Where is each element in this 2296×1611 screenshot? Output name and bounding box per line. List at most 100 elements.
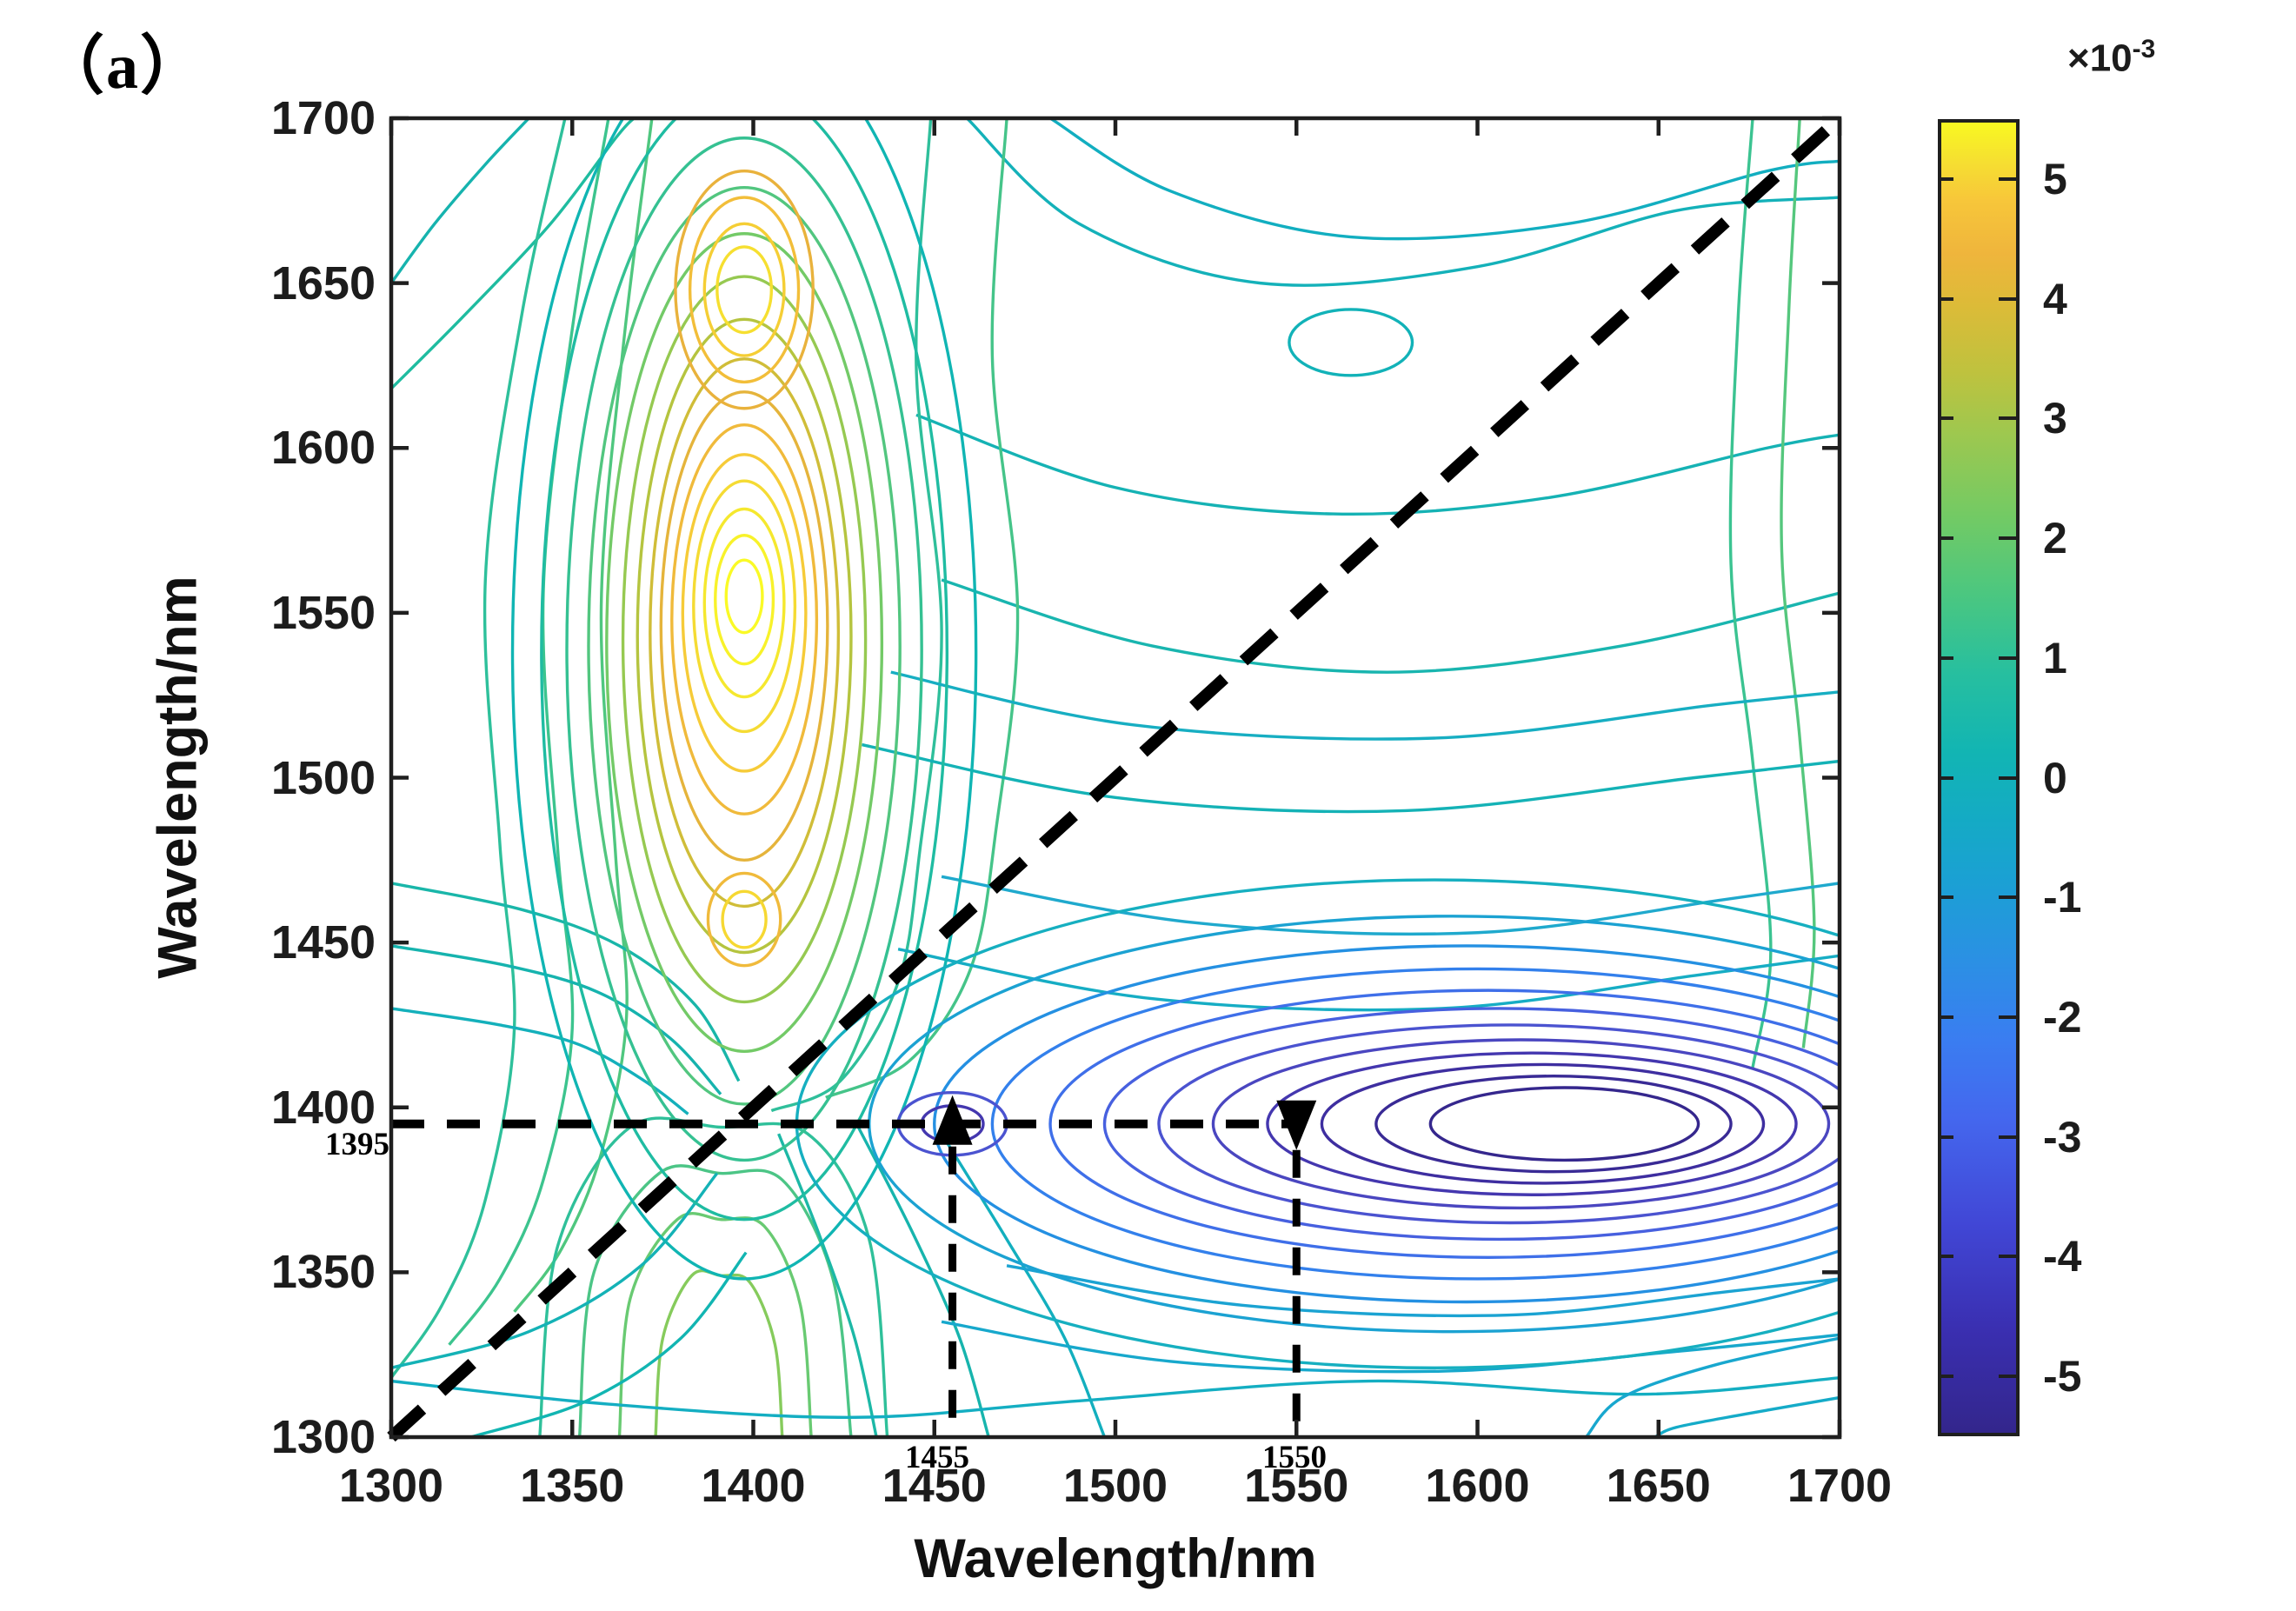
contour-flow-line (393, 1172, 719, 1369)
colorbar-tick-left (1938, 776, 1953, 780)
colorbar-tick (1999, 1375, 2020, 1379)
x-tick-label: 1650 (1606, 1460, 1711, 1512)
x-tick-label: 1450 (882, 1460, 987, 1512)
contour-flow-line (1728, 120, 1773, 1068)
positive-contour-ring (688, 196, 801, 384)
contour-flow-line (856, 1126, 990, 1435)
contour-flow-line (897, 948, 1838, 1012)
annotation-arrow-down-label: 1550 (1262, 1440, 1327, 1475)
colorbar-tick (1999, 895, 2020, 900)
colorbar-tick-left (1938, 1015, 1953, 1019)
positive-contour-ring (714, 534, 775, 666)
positive-contour-ring (1288, 308, 1414, 377)
positive-contour-ring (587, 185, 902, 1106)
colorbar-tick (1999, 776, 2020, 780)
contour-flow-line (617, 1211, 813, 1435)
y-tick-label: 1400 (270, 1081, 376, 1134)
positive-contour-ring (540, 120, 948, 1222)
positive-contour-ring (636, 317, 853, 955)
negative-contour-ring (1320, 1062, 1766, 1185)
positive-contour-ring (724, 558, 764, 635)
colorbar-tick-left (1938, 416, 1953, 421)
arrow-down-icon (1276, 1100, 1317, 1150)
contour-flow-line (393, 882, 741, 1082)
contour-flow-line (941, 875, 1838, 936)
positive-contour-ring (702, 222, 786, 357)
arrow-up-icon (932, 1095, 973, 1145)
colorbar-scale-label: ×10-3 (2067, 35, 2156, 80)
positive-contour-ring (565, 136, 923, 1162)
colorbar-tick-label: 2 (2043, 514, 2067, 563)
negative-contour-ring (1266, 1051, 1798, 1196)
y-tick-label: 1550 (270, 586, 376, 639)
x-tick-label: 1350 (520, 1460, 625, 1512)
colorbar-tick (1999, 416, 2020, 421)
positive-contour-ring (605, 232, 884, 1053)
contour-flow-line (393, 120, 567, 1378)
x-axis-title: Wavelength/nm (914, 1528, 1317, 1589)
negative-contour-ring (1428, 1086, 1700, 1162)
colorbar-tick (1999, 296, 2020, 301)
positive-contour-ring (674, 169, 815, 410)
contour-flow-line (471, 1251, 748, 1435)
contour-flow-line (513, 120, 654, 1313)
colorbar-tick-left (1938, 656, 1953, 660)
colorbar-tick (1999, 1015, 2020, 1019)
colorbar-tick-label: 1 (2043, 633, 2067, 682)
x-tick-label: 1600 (1425, 1460, 1530, 1512)
contour-flow-line (448, 120, 610, 1346)
negative-contour-ring (1211, 1038, 1831, 1210)
contour-flow-line (1050, 120, 1838, 241)
y-tick-label: 1450 (270, 916, 376, 969)
contour-flow-line (393, 120, 529, 283)
colorbar-tick (1999, 176, 2020, 181)
negative-contour-ring (1374, 1075, 1733, 1174)
y-tick-label: 1600 (270, 422, 376, 475)
figure-panel-label: （a） (40, 31, 206, 103)
negative-contour-ring (1157, 1023, 1838, 1225)
contour-flow-line (393, 1376, 1838, 1419)
colorbar-tick-left (1938, 176, 1953, 181)
contour-lines (393, 120, 1838, 1435)
annotation-arrow-up-label: 1455 (905, 1440, 969, 1475)
y-tick-label: 1500 (270, 751, 376, 804)
colorbar-tick-left (1938, 895, 1953, 900)
colorbar-tick-left (1938, 1255, 1953, 1259)
colorbar-tick-label: -2 (2043, 992, 2082, 1042)
positive-contour-ring (681, 453, 808, 773)
colorbar-tick-label: -3 (2043, 1112, 2082, 1162)
negative-contour-ring (1102, 1007, 1838, 1242)
positive-contour-ring (692, 479, 797, 734)
x-tick-label: 1300 (338, 1460, 444, 1512)
colorbar-tick-label: -5 (2043, 1352, 2082, 1401)
colorbar-tick (1999, 1135, 2020, 1139)
contour-flow-line (393, 944, 722, 1095)
negative-contour-ring (868, 915, 1838, 1334)
negative-contour-ring (990, 967, 1838, 1281)
contour-flow-line (393, 120, 635, 389)
positive-contour-ring (702, 507, 786, 699)
colorbar-tick-left (1938, 1135, 1953, 1139)
positive-contour-ring (706, 871, 782, 968)
contour-flow-line (941, 1320, 1838, 1374)
contour-flow-line (1654, 1396, 1838, 1435)
contour-flow-line (1006, 1264, 1838, 1318)
positive-contour-ring (659, 390, 829, 862)
contour-flow-line (915, 413, 1838, 516)
contour-flow-line (941, 578, 1838, 674)
x-tick-label: 1500 (1062, 1460, 1168, 1512)
negative-contour-ring (933, 944, 1838, 1304)
colorbar-tick-label: 4 (2043, 274, 2067, 323)
annotation-hline-label: 1395 (325, 1127, 389, 1162)
x-tick-label: 1400 (701, 1460, 806, 1512)
contour-flow-line (1780, 120, 1816, 1048)
diagonal-dashed-line (387, 113, 1844, 1442)
contour-flow-line (538, 1116, 889, 1435)
negative-contour-ring (795, 878, 1838, 1369)
y-tick-label: 1700 (270, 92, 376, 144)
contour-flow-line (393, 1007, 689, 1115)
y-tick-label: 1300 (270, 1411, 376, 1463)
colorbar-tick (1999, 1255, 2020, 1259)
contour-flow-line (1585, 1336, 1838, 1435)
